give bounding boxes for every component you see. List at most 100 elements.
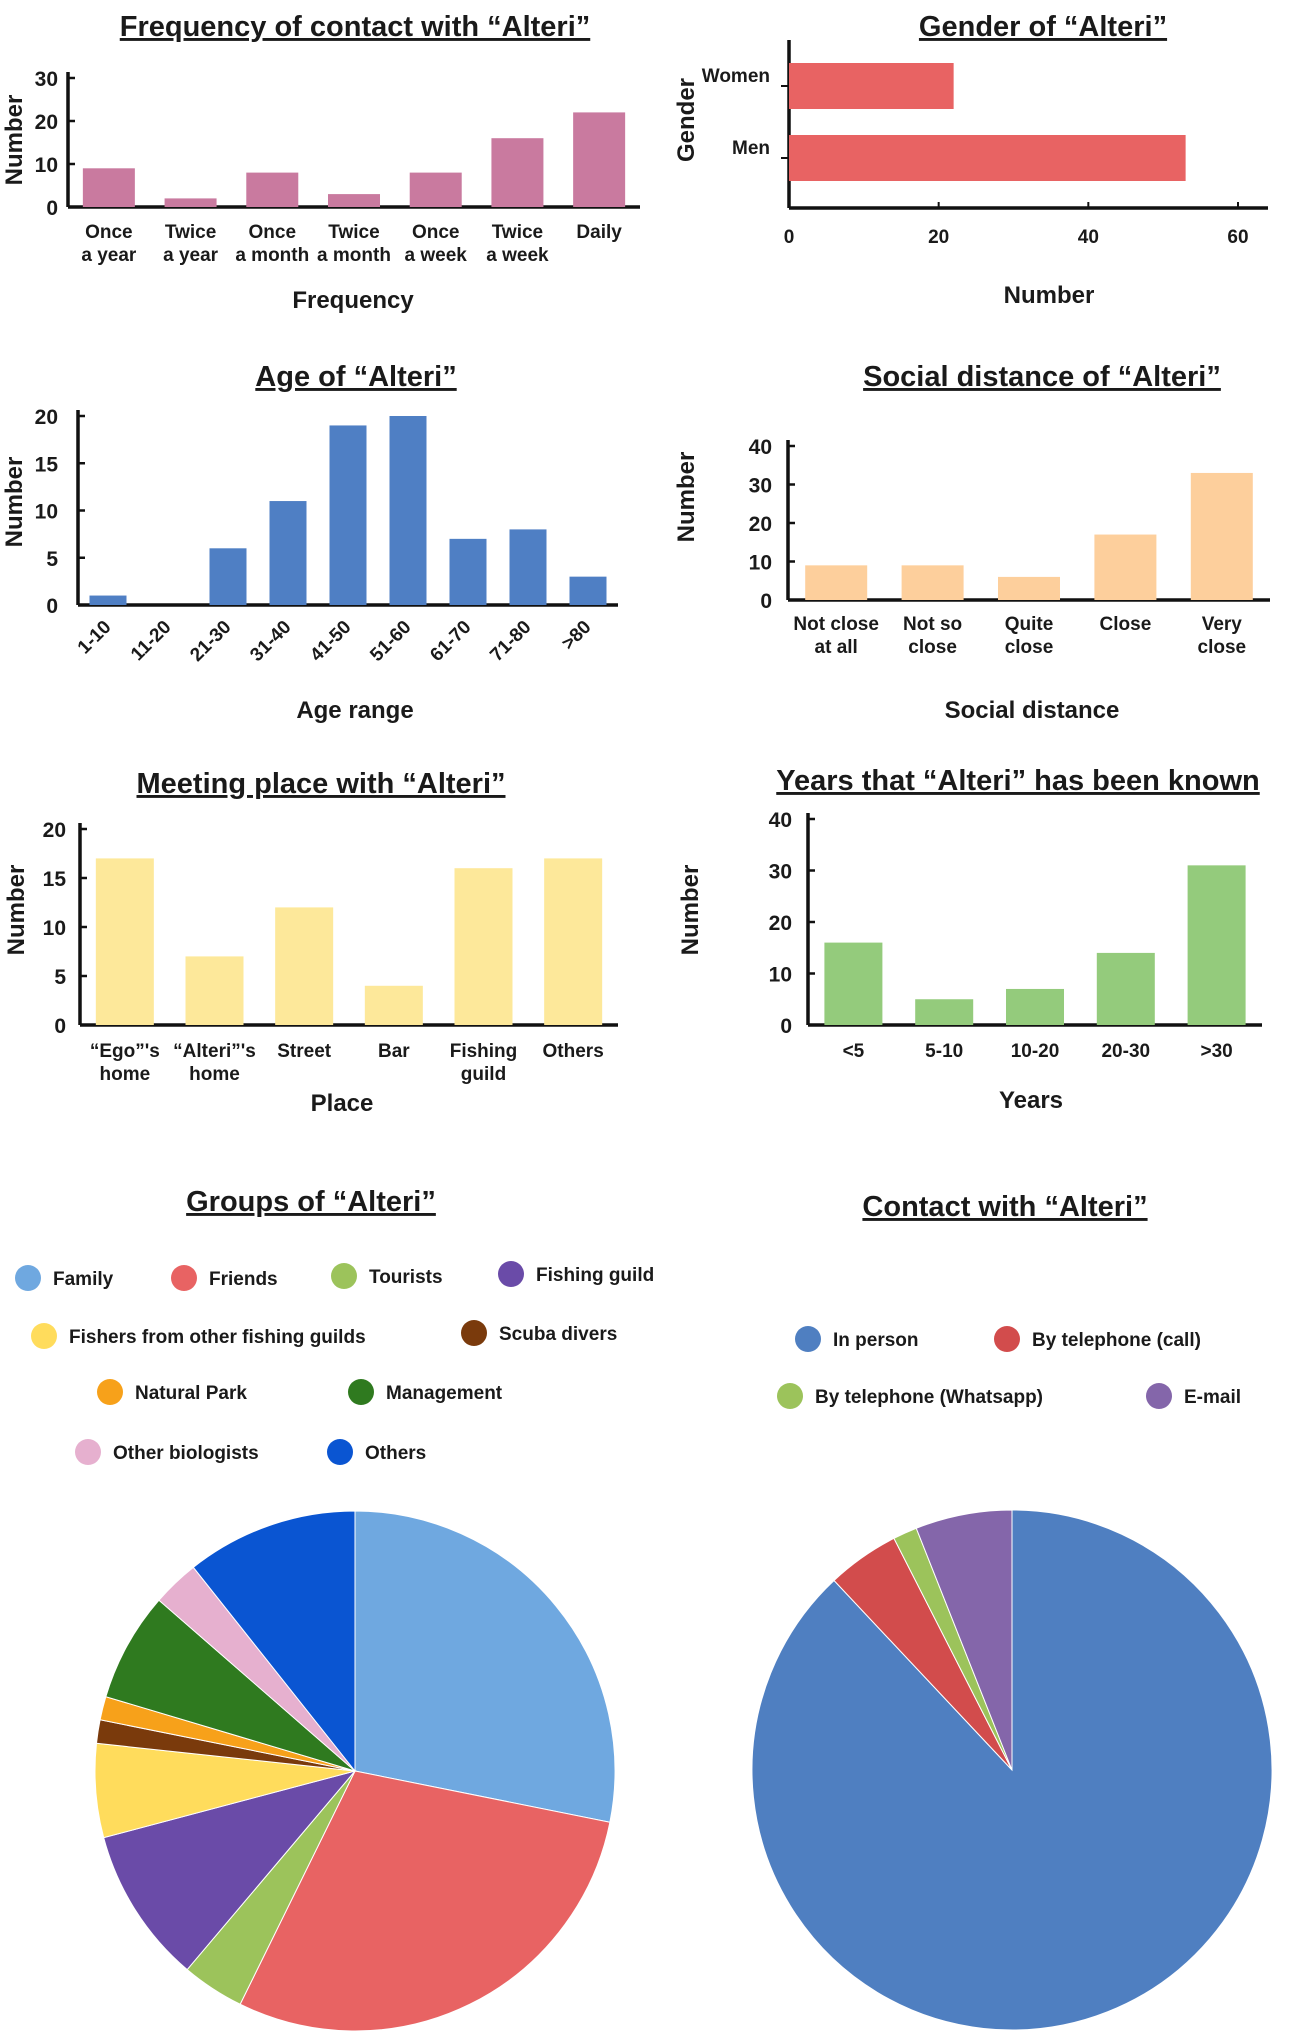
x-tick-label-frequency: a week bbox=[405, 245, 468, 266]
x-tick-label-social: Not close bbox=[793, 614, 879, 635]
legend-swatch-groups-5 bbox=[461, 1320, 487, 1346]
x-tick-label-years: 5-10 bbox=[925, 1041, 963, 1062]
legend-label-groups-1: Friends bbox=[209, 1269, 278, 1290]
x-tick-label-age: 71-80 bbox=[486, 617, 535, 666]
x-tick-label-frequency: a week bbox=[486, 245, 549, 266]
y-tick-label-years: 20 bbox=[769, 912, 792, 935]
legend-swatch-contact-1 bbox=[994, 1326, 1020, 1352]
legend-swatch-groups-9 bbox=[327, 1439, 353, 1465]
x-axis-label-gender: Number bbox=[1004, 282, 1095, 309]
bar-frequency-3 bbox=[328, 194, 380, 207]
pie-slice-groups-9 bbox=[192, 1510, 356, 1773]
x-tick-label-age: 21-30 bbox=[186, 617, 235, 666]
x-tick-label-meeting: Street bbox=[277, 1041, 332, 1062]
bar-frequency-6 bbox=[573, 112, 626, 207]
x-tick-label-social: Quite bbox=[1005, 614, 1054, 635]
y-tick-label-social: 20 bbox=[749, 513, 772, 536]
x-axis-label-meeting: Place bbox=[311, 1090, 374, 1117]
y-tick-label-years: 0 bbox=[780, 1015, 792, 1038]
x-tick-label-meeting: Bar bbox=[378, 1041, 410, 1062]
x-tick-label-frequency: Twice bbox=[165, 222, 216, 243]
legend-swatch-groups-7 bbox=[348, 1379, 374, 1405]
y-tick-label-age: 15 bbox=[35, 453, 59, 476]
bar-meeting-5 bbox=[544, 858, 603, 1025]
x-tick-label-age: 1-10 bbox=[74, 617, 116, 659]
x-tick-label-frequency: Twice bbox=[328, 222, 379, 243]
y-axis-label-meeting: Number bbox=[3, 865, 30, 956]
x-tick-label-social: at all bbox=[815, 637, 858, 658]
y-tick-label-age: 20 bbox=[35, 406, 58, 429]
bar-frequency-0 bbox=[82, 168, 135, 207]
y-tick-label-social: 10 bbox=[749, 552, 772, 575]
legend-label-groups-2: Tourists bbox=[369, 1267, 443, 1288]
x-tick-label-age: >80 bbox=[558, 617, 596, 655]
y-axis-label-age: Number bbox=[1, 457, 28, 548]
x-tick-label-gender: 20 bbox=[928, 227, 949, 248]
x-tick-label-frequency: Daily bbox=[576, 222, 622, 243]
bar-gender-1 bbox=[789, 135, 1186, 181]
chart-title-years: Years that “Alteri” has been known bbox=[776, 765, 1259, 797]
bar-age-8 bbox=[569, 576, 607, 605]
x-tick-label-meeting: “Alteri”'s bbox=[173, 1041, 256, 1062]
bar-age-7 bbox=[509, 529, 547, 605]
chart-title-age: Age of “Alteri” bbox=[255, 361, 456, 393]
y-tick-label-frequency: 0 bbox=[46, 197, 58, 220]
pie-slice-contact-3 bbox=[915, 1509, 1013, 1771]
y-tick-label-meeting: 10 bbox=[43, 917, 66, 940]
y-tick-label-social: 0 bbox=[760, 590, 772, 613]
bar-age-6 bbox=[449, 538, 487, 605]
legend-swatch-groups-4 bbox=[31, 1323, 57, 1349]
legend-swatch-contact-0 bbox=[795, 1326, 821, 1352]
bar-social-4 bbox=[1190, 472, 1253, 600]
bar-meeting-4 bbox=[454, 868, 513, 1025]
x-tick-label-social: close bbox=[1198, 637, 1247, 658]
x-tick-label-meeting: Others bbox=[543, 1041, 604, 1062]
x-tick-label-frequency: a year bbox=[81, 245, 137, 266]
legend-label-contact-2: By telephone (Whatsapp) bbox=[815, 1387, 1043, 1408]
legend-label-groups-3: Fishing guild bbox=[536, 1265, 654, 1286]
y-tick-label-meeting: 0 bbox=[54, 1015, 66, 1038]
bar-age-0 bbox=[89, 595, 127, 605]
x-tick-label-age: 31-40 bbox=[246, 617, 295, 666]
bar-age-4 bbox=[329, 425, 367, 605]
y-tick-label-age: 0 bbox=[46, 595, 58, 618]
x-tick-label-frequency: a month bbox=[317, 245, 391, 266]
x-axis-label-age: Age range bbox=[296, 697, 413, 724]
bar-meeting-0 bbox=[95, 858, 154, 1025]
x-tick-label-age: 11-20 bbox=[127, 617, 175, 665]
bar-gender-0 bbox=[789, 63, 954, 109]
chart-title-groups: Groups of “Alteri” bbox=[186, 1186, 436, 1218]
y-tick-label-meeting: 20 bbox=[43, 819, 66, 842]
chart-title-contact: Contact with “Alteri” bbox=[862, 1191, 1147, 1223]
x-tick-label-years: <5 bbox=[843, 1041, 865, 1062]
y-tick-label-gender: Men bbox=[732, 138, 770, 159]
legend-swatch-groups-8 bbox=[75, 1439, 101, 1465]
y-tick-label-frequency: 20 bbox=[35, 111, 58, 134]
legend-label-groups-4: Fishers from other fishing guilds bbox=[69, 1327, 366, 1348]
legend-label-groups-6: Natural Park bbox=[135, 1383, 247, 1404]
y-axis-label-years: Number bbox=[677, 865, 704, 956]
x-tick-label-meeting: “Ego”'s bbox=[90, 1041, 160, 1062]
x-tick-label-meeting: home bbox=[189, 1064, 240, 1085]
x-tick-label-gender: 60 bbox=[1227, 227, 1248, 248]
bar-frequency-1 bbox=[164, 198, 217, 207]
bar-meeting-3 bbox=[364, 985, 423, 1025]
y-tick-label-years: 30 bbox=[769, 861, 792, 884]
pie-slice-groups-7 bbox=[105, 1599, 356, 1772]
legend-swatch-contact-3 bbox=[1146, 1383, 1172, 1409]
bar-age-5 bbox=[389, 416, 427, 605]
x-tick-label-social: close bbox=[1005, 637, 1054, 658]
x-tick-label-meeting: home bbox=[99, 1064, 150, 1085]
bar-meeting-2 bbox=[275, 907, 334, 1025]
bar-years-2 bbox=[1006, 988, 1064, 1025]
bar-frequency-4 bbox=[409, 172, 462, 207]
legend-label-contact-0: In person bbox=[833, 1330, 919, 1351]
bar-years-4 bbox=[1187, 865, 1246, 1025]
bar-years-3 bbox=[1096, 952, 1155, 1025]
legend-label-groups-8: Other biologists bbox=[113, 1443, 259, 1464]
y-axis-label-social: Number bbox=[673, 452, 700, 543]
x-tick-label-years: 20-30 bbox=[1101, 1041, 1150, 1062]
x-tick-label-frequency: Once bbox=[412, 222, 460, 243]
legend-label-groups-9: Others bbox=[365, 1443, 426, 1464]
